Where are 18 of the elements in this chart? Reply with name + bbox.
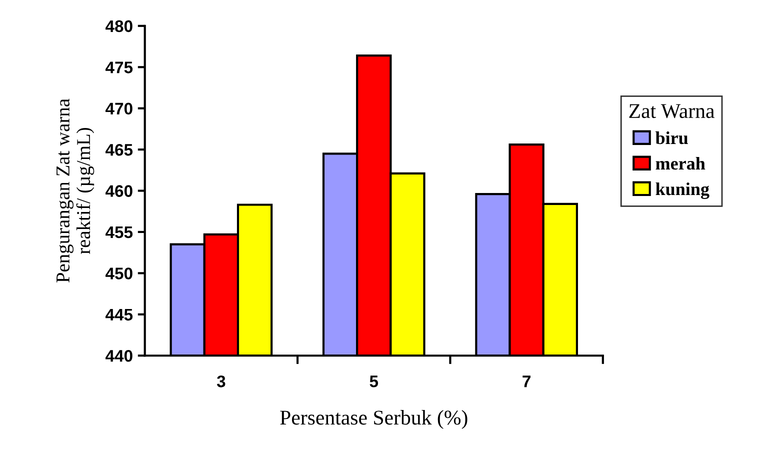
y-tick-label: 475 <box>105 62 133 74</box>
x-tick-label: 7 <box>522 376 530 388</box>
x-tick-label: 5 <box>370 376 378 388</box>
legend-label: biru <box>656 131 688 144</box>
y-tick-label: 480 <box>105 20 132 32</box>
x-tick-label: 3 <box>216 375 226 388</box>
legend-label: merah <box>656 156 706 170</box>
y-tick-label: 460 <box>105 185 132 197</box>
y-tick-label: 445 <box>105 308 133 321</box>
y-tick-label: 465 <box>105 144 133 156</box>
y-tick-label: 450 <box>105 268 132 280</box>
y-tick-label: 470 <box>105 102 132 115</box>
legend-title: Zat Warna <box>629 104 714 118</box>
y-axis-title: Pengurangan Zat warna reaktif/ (µg/mL) <box>56 98 94 283</box>
legend-label: kuning <box>656 182 710 199</box>
x-axis-title: Persentase Serbuk (%) <box>280 410 468 429</box>
y-tick-label: 455 <box>105 226 133 238</box>
y-tick-label: 440 <box>105 350 132 362</box>
